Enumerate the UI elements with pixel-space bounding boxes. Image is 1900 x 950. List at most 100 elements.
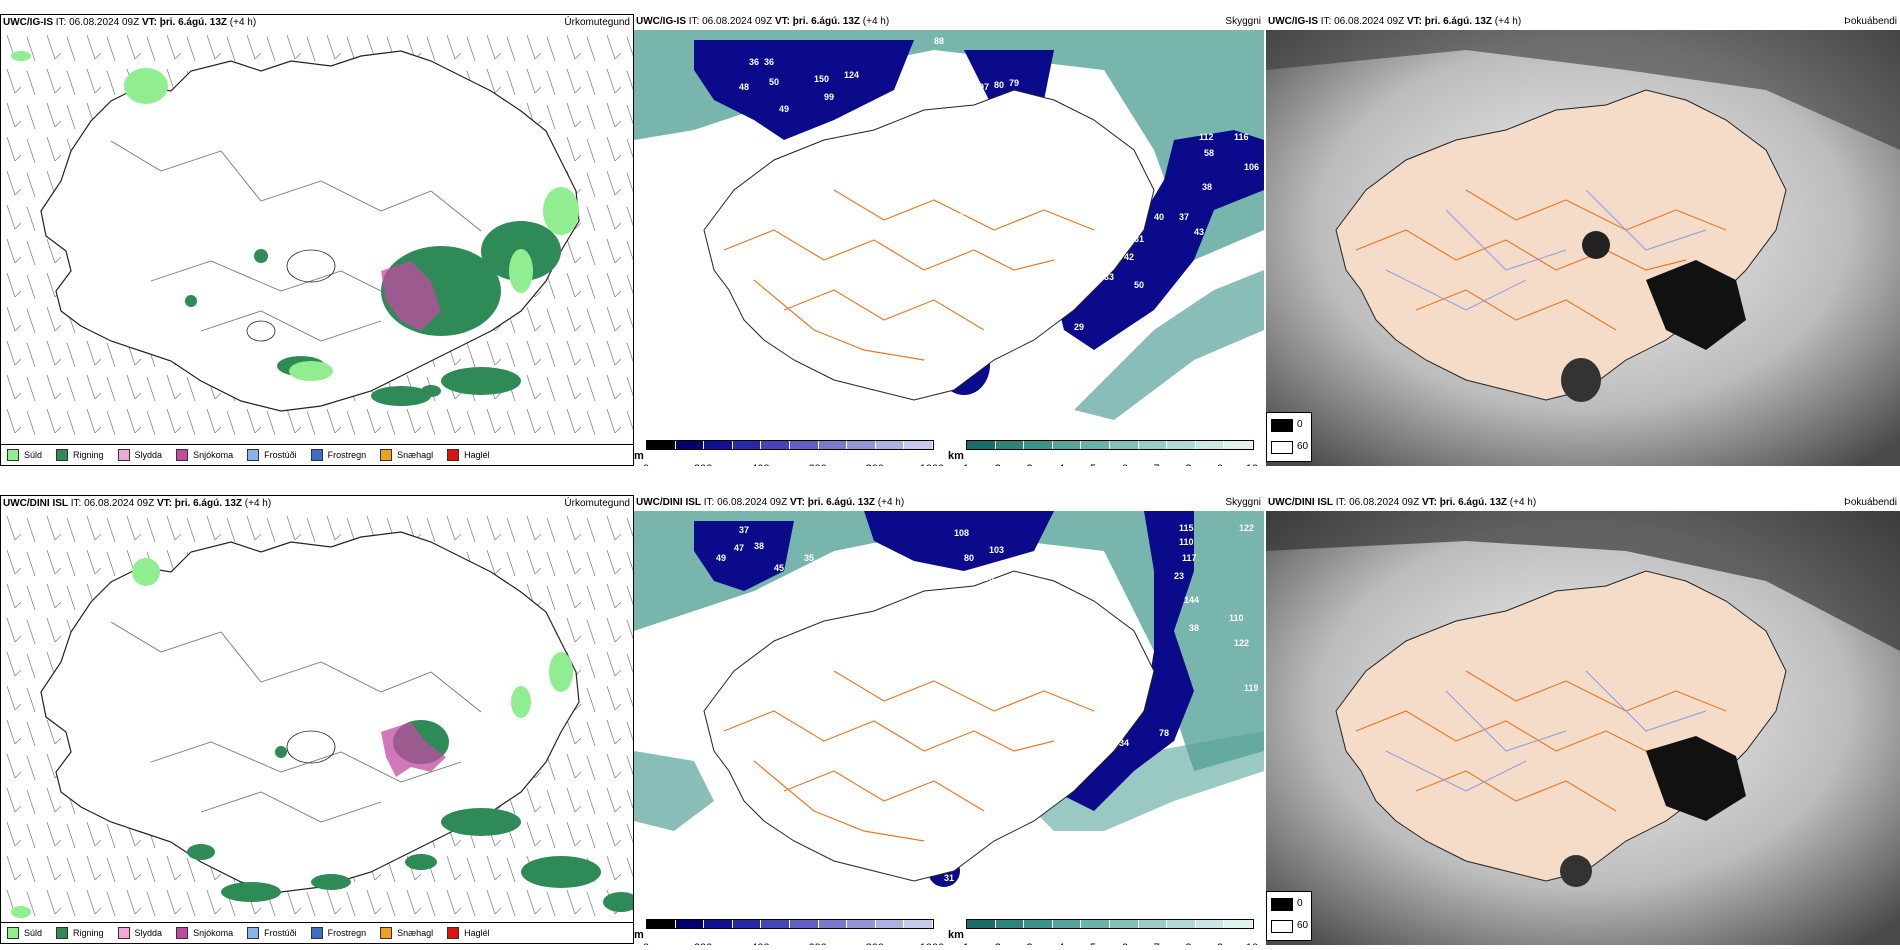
panel-title: UWC/IG-IS IT: 06.08.2024 09Z VT: þri. 6.…	[1266, 14, 1900, 30]
colorbar-cell	[904, 920, 933, 928]
visibility-value-label: 88	[934, 36, 944, 46]
legend-item: Rigning	[56, 449, 104, 461]
visibility-value-label: 28	[1029, 763, 1039, 773]
colorbar-cell	[1081, 441, 1110, 449]
colorbar-tick-label: 0	[643, 942, 649, 945]
panel-title: UWC/DINI ISL IT: 06.08.2024 09Z VT: þri.…	[1, 496, 633, 512]
visibility-value-label: 106	[1244, 162, 1259, 172]
visibility-value-label: 122	[1234, 638, 1249, 648]
visibility-colorbar: km 12345678910	[948, 917, 1264, 945]
visibility-value-label: 45	[774, 563, 784, 573]
precip-panel-row1: UWC/IG-IS IT: 06.08.2024 09Z VT: þri. 6.…	[0, 14, 634, 466]
panel-title: UWC/DINI ISL IT: 06.08.2024 09Z VT: þri.…	[634, 495, 1264, 511]
fog-legend-black	[1271, 419, 1293, 432]
colorbar-tick-label: 1000	[920, 942, 944, 945]
colorbar-cell	[732, 920, 762, 928]
visibility-map: 37 47 38 49 45 35 108 80 103 100 73 115 110 117 122 23 1…	[634, 511, 1264, 919]
visibility-value-label: 50	[1134, 280, 1144, 290]
visibility-value-label: 78	[1159, 728, 1169, 738]
colorbar-tick-label: 6	[1122, 942, 1128, 945]
fog-map	[1266, 511, 1900, 945]
visibility-value-label: 69	[1024, 733, 1034, 743]
legend-item: Frostúði	[247, 927, 297, 939]
panel-title: UWC/IG-IS IT: 06.08.2024 09Z VT: þri. 6.…	[1, 15, 633, 31]
ceiling-colorbar-cells	[646, 440, 934, 450]
colorbar-cell	[647, 920, 676, 928]
legend-item: Frostregn	[310, 449, 366, 461]
legend-item: Súld	[7, 449, 42, 461]
visibility-colorbar-cells	[966, 919, 1254, 929]
colorbar-cell	[847, 441, 876, 449]
precip-map	[1, 512, 633, 922]
legend-item: Rigning	[56, 927, 104, 939]
panel-type-label: Þokuábendi	[1844, 14, 1897, 30]
visibility-value-label: 50	[769, 77, 779, 87]
colorbar-tick-label: 2	[995, 463, 1001, 466]
colorbar-tick-label: 200	[694, 463, 712, 466]
colorbar-cell	[967, 441, 996, 449]
colorbar-cell	[995, 920, 1025, 928]
fog-legend: 0 60	[1266, 412, 1312, 462]
visibility-value-label: 97	[979, 82, 989, 92]
visibility-value-label: 37	[739, 525, 749, 535]
colorbar-cell	[1195, 441, 1225, 449]
panel-type-label: Úrkomutegund	[564, 496, 630, 512]
colorbar-tick-label: 800	[866, 463, 884, 466]
visibility-value-label: 112	[1199, 132, 1214, 142]
visibility-value-label: 80	[964, 553, 974, 563]
visibility-value-label: 37	[1179, 212, 1189, 222]
colorbar-cell	[904, 441, 933, 449]
colorbar-tick-label: 600	[808, 463, 826, 466]
visibility-panel-row2: UWC/DINI ISL IT: 06.08.2024 09Z VT: þri.…	[634, 495, 1264, 945]
colorbar-tick-label: 9	[1217, 942, 1223, 945]
colorbar-cell	[704, 441, 733, 449]
colorbar-cell	[1024, 441, 1053, 449]
visibility-value-label: 117	[1182, 553, 1197, 563]
colorbar-tick-label: 600	[808, 942, 826, 945]
colorbar-tick-label: 5	[1090, 463, 1096, 466]
colorbar-tick-label: 1000	[920, 463, 944, 466]
visibility-value-label: 25	[1054, 773, 1064, 783]
legend-item: Snjókoma	[176, 927, 233, 939]
colorbar-tick-label: 5	[1090, 942, 1096, 945]
visibility-panel-row1: UWC/IG-IS IT: 06.08.2024 09Z VT: þri. 6.…	[634, 14, 1264, 466]
visibility-value-label: 36	[764, 57, 774, 67]
colorbar-cell	[1109, 441, 1139, 449]
legend-item: Slydda	[117, 927, 162, 939]
legend-swatch-snow-pellets	[380, 449, 393, 461]
visibility-value-label: 34	[1119, 738, 1129, 748]
fog-legend-black	[1271, 898, 1293, 911]
visibility-value-label: 124	[844, 70, 859, 80]
colorbar-cell	[761, 920, 790, 928]
colorbar-tick-label: 2	[995, 942, 1001, 945]
colorbar-cell	[675, 920, 705, 928]
colorbar-tick-label: 3	[1026, 942, 1032, 945]
colorbar-cell	[818, 441, 848, 449]
colorbar-cell	[647, 441, 676, 449]
visibility-value-label: 97	[1034, 222, 1044, 232]
visibility-value-label: 32	[1119, 222, 1129, 232]
colorbar-cell	[1081, 920, 1110, 928]
visibility-value-label: 40	[1154, 212, 1164, 222]
fog-legend-white	[1271, 920, 1293, 933]
legend-swatch-snow-pellets	[380, 927, 393, 939]
colorbar-tick-label: 200	[694, 942, 712, 945]
visibility-value-label: 35	[804, 553, 814, 563]
visibility-value-label: 45	[1094, 738, 1104, 748]
visibility-value-label: 73	[964, 573, 974, 583]
legend-item: Haglél	[447, 927, 490, 939]
fog-panel-row2: UWC/DINI ISL IT: 06.08.2024 09Z VT: þri.…	[1266, 495, 1900, 945]
ceiling-colorbar: m 02004006008001000	[634, 917, 944, 945]
legend-item: Snjókoma	[176, 449, 233, 461]
colorbar-cell	[1167, 441, 1196, 449]
colorbar-cell	[1052, 441, 1082, 449]
visibility-value-label: 31	[1134, 234, 1144, 244]
colorbar-cell	[1195, 920, 1225, 928]
visibility-value-label: 45	[1104, 254, 1114, 264]
visibility-value-label: 115	[1179, 523, 1194, 533]
panel-type-label: Úrkomutegund	[564, 15, 630, 31]
visibility-value-label: 42	[1124, 252, 1134, 262]
colorbar-cell	[675, 441, 705, 449]
visibility-value-label: 116	[1234, 132, 1249, 142]
colorbar-tick-label: 4	[1058, 942, 1064, 945]
